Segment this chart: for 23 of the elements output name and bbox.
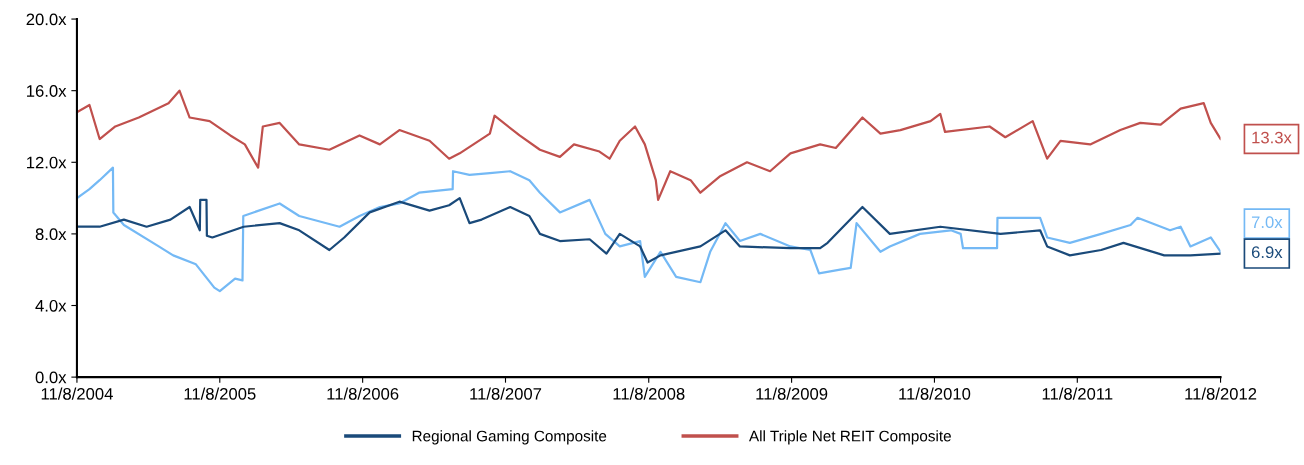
x-tick-label: 11/8/2011 — [1042, 387, 1113, 400]
y-tick-label: 0.0x — [35, 371, 67, 384]
x-tick-label: 11/8/2004 — [41, 387, 113, 400]
x-tick-label: 11/8/2008 — [613, 387, 685, 400]
y-tick-label: 16.0x — [27, 85, 67, 97]
x-tick-label: 11/8/2012 — [1185, 387, 1257, 400]
legend-label: Regional Gaming Composite — [412, 430, 607, 445]
line-series — [76, 89, 1221, 201]
annotation: 6.9x — [1251, 246, 1283, 259]
x-tick-label: 11/8/2007 — [470, 387, 542, 400]
annotation: 7.0x — [1251, 216, 1283, 229]
legend-label: All Triple Net REIT Composite — [748, 430, 951, 445]
x-tick-label: 11/8/2009 — [756, 387, 828, 400]
annotation: 13.3x — [1252, 131, 1292, 144]
y-tick-label: 4.0x — [35, 299, 67, 312]
line-series — [76, 166, 1221, 293]
y-tick-label: 12.0x — [27, 156, 67, 169]
line-series — [76, 196, 1221, 264]
y-tick-label: 20.0x — [26, 13, 67, 26]
x-tick-label: 11/8/2010 — [899, 387, 971, 400]
x-tick-label: 11/8/2006 — [327, 387, 399, 400]
y-tick-label: 8.0x — [35, 228, 67, 241]
x-tick-label: 11/8/2005 — [184, 387, 256, 400]
